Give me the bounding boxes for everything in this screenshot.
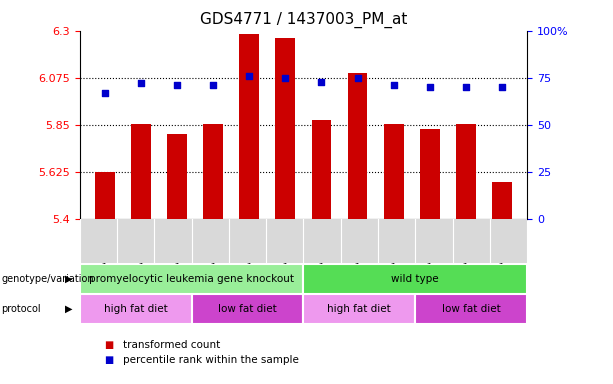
Bar (456, 124, 476, 219)
Text: ▶: ▶ (65, 304, 72, 314)
Bar (80, 264, 303, 294)
Point (389, 82, 398, 88)
Text: high fat diet: high fat diet (104, 304, 167, 314)
Bar (95, 172, 115, 219)
Bar (275, 38, 295, 219)
Point (425, 84, 435, 90)
Bar (167, 134, 187, 219)
Text: promyelocytic leukemia gene knockout: promyelocytic leukemia gene knockout (89, 274, 294, 284)
Text: percentile rank within the sample: percentile rank within the sample (123, 355, 299, 365)
Text: genotype/variation: genotype/variation (1, 274, 94, 284)
Bar (204, 124, 223, 219)
Text: wild type: wild type (392, 274, 439, 284)
Text: transformed count: transformed count (123, 340, 220, 350)
Bar (80, 294, 191, 324)
Text: low fat diet: low fat diet (442, 304, 501, 314)
Point (461, 84, 471, 90)
Bar (420, 129, 440, 219)
Bar (311, 119, 332, 219)
Bar (303, 294, 415, 324)
Bar (191, 294, 303, 324)
Point (136, 80, 146, 86)
Point (281, 74, 291, 81)
Bar (348, 73, 367, 219)
Point (352, 74, 362, 81)
Text: protocol: protocol (1, 304, 41, 314)
Text: ▶: ▶ (65, 274, 72, 284)
Title: GDS4771 / 1437003_PM_at: GDS4771 / 1437003_PM_at (200, 12, 407, 28)
Text: ■: ■ (104, 340, 113, 350)
Point (100, 90, 110, 96)
Bar (131, 124, 151, 219)
Bar (384, 124, 403, 219)
Point (316, 78, 326, 84)
Bar (240, 34, 259, 219)
Bar (492, 182, 512, 219)
Text: high fat diet: high fat diet (327, 304, 391, 314)
Point (497, 84, 507, 90)
Text: ■: ■ (104, 355, 113, 365)
Point (245, 73, 254, 79)
Bar (303, 264, 527, 294)
Text: low fat diet: low fat diet (218, 304, 277, 314)
Point (208, 82, 218, 88)
Point (172, 82, 182, 88)
Bar (416, 294, 527, 324)
